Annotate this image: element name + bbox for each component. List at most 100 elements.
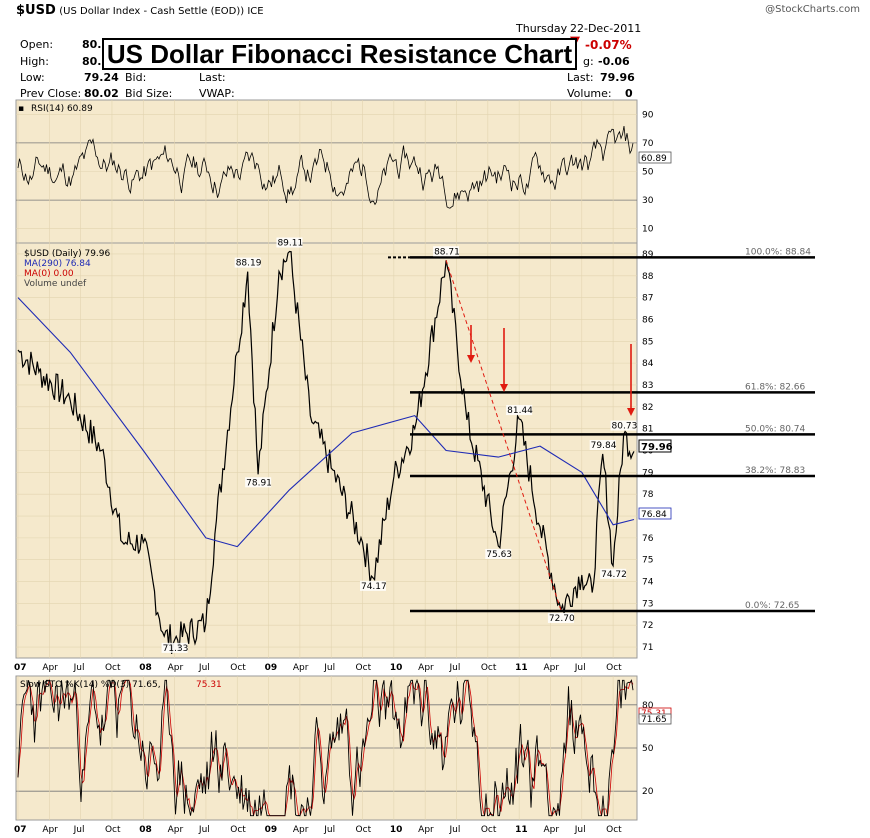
price-tick-label: 81 <box>642 425 653 435</box>
x-tick-label: Apr <box>293 663 309 673</box>
annotation-bg <box>600 568 627 579</box>
x-tick-label: 09 <box>265 825 278 835</box>
price-legend-3: MA(0) 0.00 <box>24 269 74 279</box>
rsi-series <box>17 126 634 209</box>
annotation-bg <box>234 257 261 268</box>
annotation-bg <box>547 612 574 623</box>
rsi-last-value: 60.89 <box>641 154 667 164</box>
price-tick-label: 82 <box>642 403 653 413</box>
price-series <box>17 250 635 654</box>
trend-dash-line <box>445 260 562 611</box>
x-tick-label: 10 <box>390 825 403 835</box>
x-tick-label: Oct <box>356 825 372 835</box>
x-tick-label: Jul <box>449 663 461 673</box>
rsi-line <box>17 126 634 209</box>
x-tick-label: Apr <box>42 663 58 673</box>
x-tick-label: Jul <box>449 825 461 835</box>
price-tick-label: 74 <box>642 578 654 588</box>
annotation-bg <box>245 477 272 488</box>
volume-value: 0 <box>625 87 633 100</box>
rsi-tick-label: 50 <box>642 168 654 178</box>
price-grid <box>16 243 637 658</box>
x-tick-label: 09 <box>265 663 278 673</box>
sto-tick-label: 20 <box>642 787 654 797</box>
ma290-line <box>17 297 635 548</box>
sto-grid <box>16 676 637 820</box>
x-tick-label: Jul <box>73 663 85 673</box>
fib-level-label: 100.0%: 88.84 <box>745 247 811 257</box>
open-label: Open: <box>20 38 54 51</box>
low-value: 79.24 <box>84 71 119 84</box>
price-tick-label: 71 <box>642 643 653 653</box>
red-arrow-head <box>627 408 635 416</box>
x-tick-label: Jul <box>574 663 586 673</box>
fib-lines: 100.0%: 88.84 61.8%: 82.66 50.0%: 80.74 38.… <box>388 247 815 613</box>
sto-series <box>17 678 634 817</box>
watermark: @StockCharts.com <box>765 4 860 15</box>
sto-last-box-k <box>638 713 672 725</box>
x-tick-label: Jul <box>73 825 85 835</box>
annotations: 88.19 89.11 78.91 71.33 74.17 88.71 81.44 75.63… <box>161 237 637 654</box>
red-arrow-head <box>467 355 475 363</box>
x-tick-label: 07 <box>14 663 27 673</box>
sto-title-b: 75.31 <box>196 680 222 690</box>
x-tick-label: Apr <box>543 663 559 673</box>
price-last-box <box>638 439 672 453</box>
symbol-label: $USD (US Dollar Index - Cash Settle (EOD… <box>16 3 264 18</box>
x-tick-label: 08 <box>139 825 152 835</box>
x-tick-label: Oct <box>606 825 622 835</box>
rsi-legend-icon: ▪ <box>18 104 24 114</box>
fib-level-label: 38.2%: 78.83 <box>745 466 805 476</box>
x-tick-label: Apr <box>42 825 58 835</box>
sto-last-k: 71.65 <box>641 715 667 725</box>
symbol-description: (US Dollar Index - Cash Settle (EOD)) IC… <box>59 6 264 17</box>
price-tick-label: 73 <box>642 599 653 609</box>
date-day: Thursday <box>516 22 568 35</box>
price-tick-label: 87 <box>642 294 653 304</box>
last-label: Last: <box>199 71 226 84</box>
annotation-label: 79.84 <box>591 441 617 451</box>
x-tick-label: 11 <box>515 825 528 835</box>
annotation-label: 88.71 <box>434 247 460 257</box>
rsi-tick-label: 10 <box>642 225 654 235</box>
x-tick-label: 08 <box>139 663 152 673</box>
bid-label: Bid: <box>125 71 147 84</box>
low-label: Low: <box>20 71 45 84</box>
x-tick-label: Apr <box>543 825 559 835</box>
price-tick-label: 78 <box>642 490 654 500</box>
price-tick-label: 84 <box>642 359 654 369</box>
prev-label: Prev Close: <box>20 87 82 100</box>
ma-last-box <box>638 507 672 520</box>
change-value: -0.06 <box>598 55 630 68</box>
price-tick-label: 79 <box>642 468 654 478</box>
x-tick-label: Oct <box>230 825 246 835</box>
annotation-bg <box>359 580 386 591</box>
x-tick-label: Apr <box>168 825 184 835</box>
price-legend-1: $USD (Daily) 79.96 <box>24 249 111 259</box>
bidsize-label: Bid Size: <box>125 87 173 100</box>
annotation-label: 89.11 <box>277 239 303 249</box>
fib-level-label: 50.0%: 80.74 <box>745 424 806 434</box>
annotation-bg <box>506 405 533 416</box>
x-tick-label: Apr <box>168 663 184 673</box>
x-tick-label: Apr <box>418 663 434 673</box>
sto-d-line <box>17 679 634 817</box>
annotation-bg <box>589 439 616 450</box>
date: 22-Dec-2011 <box>570 22 642 35</box>
change-label: g: <box>583 55 594 68</box>
x-tick-label: Oct <box>481 825 497 835</box>
red-arrow-head <box>500 384 508 392</box>
volume-label: Volume: <box>567 87 612 100</box>
x-tick-label: Jul <box>323 825 335 835</box>
x-tick-label: 10 <box>390 663 403 673</box>
x-tick-label: Oct <box>606 663 622 673</box>
price-tick-label: 72 <box>642 621 653 631</box>
high-label: High: <box>20 55 49 68</box>
annotation-bg <box>485 548 512 559</box>
price-tick-label: 85 <box>642 337 653 347</box>
x-tick-label: Jul <box>323 663 335 673</box>
ma-last-value: 76.84 <box>641 510 667 520</box>
rsi-tick-label: 90 <box>642 110 654 120</box>
x-tick-label: Oct <box>230 663 246 673</box>
